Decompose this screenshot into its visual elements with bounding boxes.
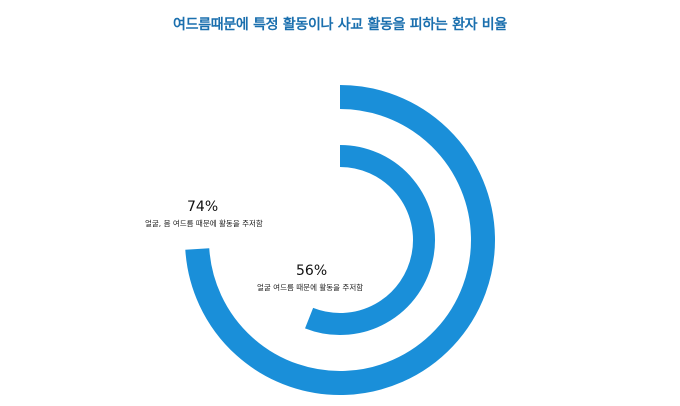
chart-title: 여드름때문에 특정 활동이나 사교 활동을 피하는 환자 비율 (173, 17, 507, 33)
arc-inner-56 (305, 145, 435, 335)
description-label-74: 얼굴, 몸 여드름 때문에 활동을 주저함 (145, 218, 263, 228)
value-label-56: 56% (296, 263, 327, 279)
arc-outer-74 (185, 85, 495, 395)
value-label-74: 74% (187, 199, 218, 215)
description-label-56: 얼굴 여드름 때문에 활동을 주저함 (257, 282, 363, 292)
